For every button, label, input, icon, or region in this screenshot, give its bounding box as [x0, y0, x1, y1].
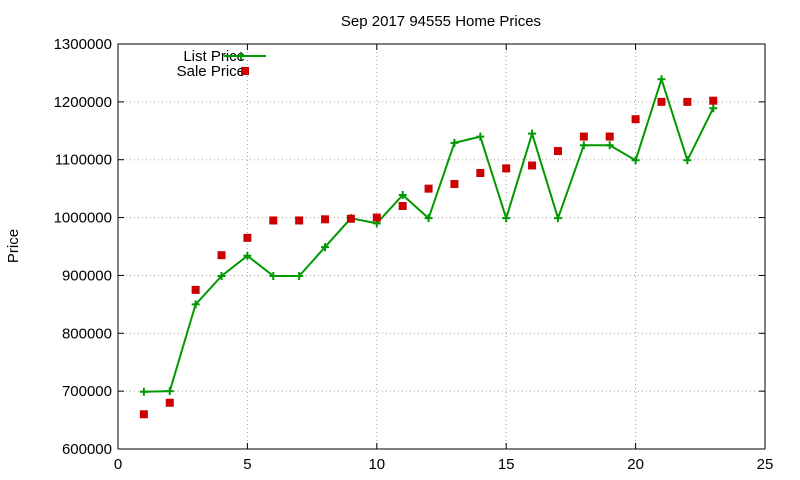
y-tick-label: 900000: [62, 267, 112, 284]
sale-price-point: [631, 115, 640, 124]
sale-price-point: [528, 161, 537, 170]
legend-marker-sale-price: [241, 67, 249, 75]
list-price-point: [398, 191, 407, 200]
list-price-point: [476, 132, 485, 141]
sale-price-point: [605, 132, 614, 141]
y-tick-label: 700000: [62, 383, 112, 400]
list-price-point: [165, 387, 174, 396]
list-price-point: [450, 138, 459, 147]
list-price-point: [631, 156, 640, 165]
sale-price-point: [553, 147, 562, 156]
sale-price-point: [579, 132, 588, 141]
list-price-point: [657, 75, 666, 84]
series-line-list-price: [143, 78, 715, 393]
x-tick-label: 10: [368, 456, 385, 473]
sale-price-point: [424, 184, 433, 193]
list-price-point: [683, 156, 692, 165]
x-tick-label: 5: [243, 456, 251, 473]
sale-price-point: [398, 202, 407, 210]
plot-frame: [117, 43, 766, 450]
list-price-point: [269, 272, 278, 281]
list-price-point: [217, 272, 226, 281]
grid-lines: [118, 44, 765, 449]
list-price-point: [605, 141, 614, 150]
list-price-point: [295, 272, 304, 281]
y-tick-label: 800000: [62, 325, 112, 342]
sale-price-point: [139, 410, 148, 419]
y-tick-label: 1300000: [54, 36, 112, 53]
y-axis-label: Price: [5, 229, 22, 263]
x-tick-label: 15: [498, 456, 515, 473]
sale-price-point: [346, 214, 355, 223]
x-tick-label: 20: [627, 456, 644, 473]
legend: List Price Sale Price: [177, 48, 266, 80]
list-price-point: [321, 243, 330, 252]
list-price-point: [139, 387, 148, 396]
x-tick-label: 0: [114, 456, 122, 473]
sale-price-point: [709, 96, 718, 105]
sale-price-point: [295, 216, 304, 225]
list-price-point: [502, 214, 511, 223]
sale-price-point: [243, 233, 252, 242]
sale-price-point: [165, 398, 174, 407]
x-tick-label: 25: [757, 456, 774, 473]
sale-price-point: [450, 180, 459, 189]
list-price-point: [424, 214, 433, 223]
legend-label-list-price: List Price: [183, 48, 245, 65]
list-price-point: [243, 251, 252, 260]
series-layer: [139, 75, 718, 419]
sale-price-point: [269, 216, 278, 225]
sale-price-point: [191, 285, 200, 294]
list-price-point: [709, 104, 718, 113]
list-price-point: [528, 129, 537, 138]
list-price-point: [579, 141, 588, 150]
sale-price-point: [657, 97, 666, 106]
sale-price-point: [372, 213, 381, 222]
sale-price-point: [683, 97, 692, 106]
y-tick-label: 600000: [62, 441, 112, 458]
legend-marker-list-price: [237, 52, 245, 60]
chart-title: Sep 2017 94555 Home Prices: [341, 13, 541, 30]
legend-label-sale-price: Sale Price: [177, 63, 245, 80]
sale-price-point: [321, 215, 330, 224]
sale-price-point: [476, 169, 485, 178]
list-price-point: [191, 300, 200, 309]
y-tick-label: 1100000: [55, 152, 112, 169]
sale-price-point: [502, 164, 511, 173]
y-tick-label: 1000000: [54, 210, 112, 227]
list-price-point: [553, 214, 562, 223]
y-tick-label: 1200000: [54, 94, 112, 111]
axis-ticks: 0 5 10 15 20 25 600000 700000 800000 900000 100000…: [54, 36, 774, 473]
sale-price-point: [217, 251, 226, 260]
